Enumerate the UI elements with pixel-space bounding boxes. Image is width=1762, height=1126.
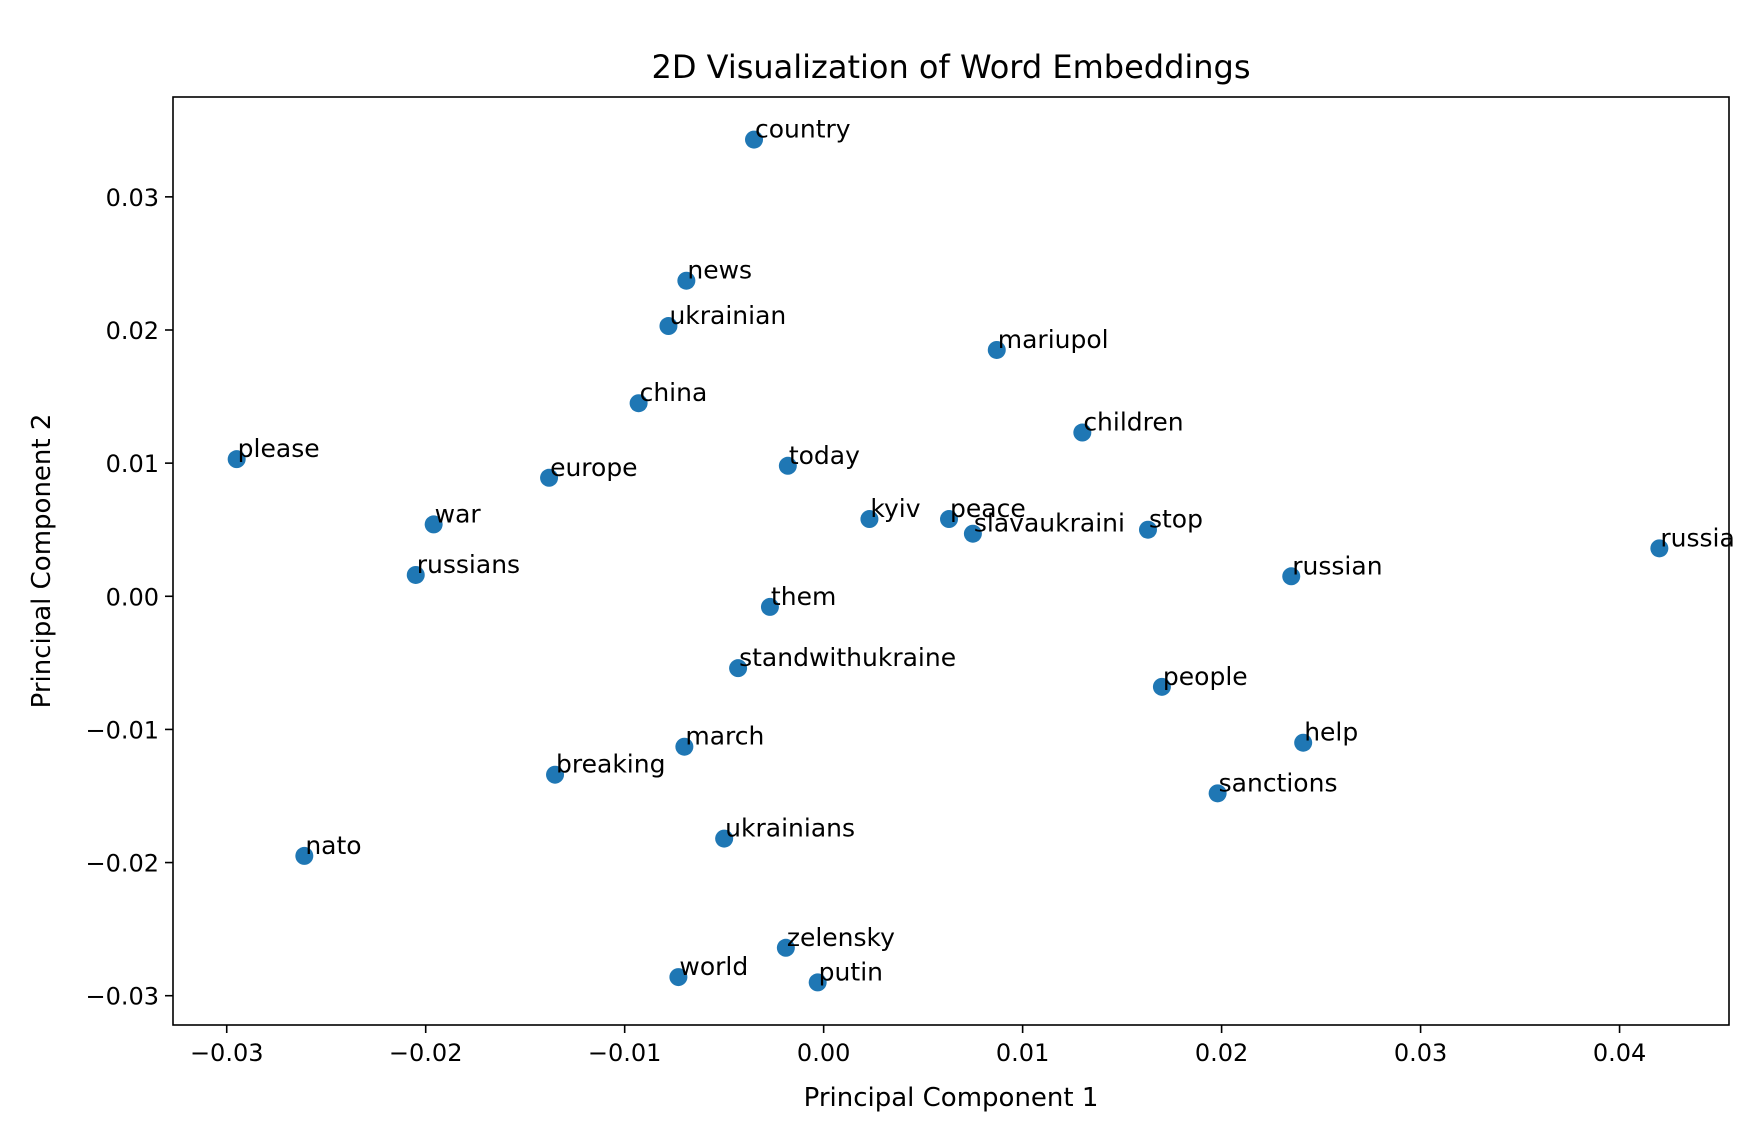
scatter-point xyxy=(987,340,1006,359)
scatter-point xyxy=(424,515,443,534)
point-label: nato xyxy=(305,831,361,860)
point-label: europe xyxy=(550,453,638,482)
point-label: sanctions xyxy=(1219,768,1338,797)
x-axis-label: Principal Component 1 xyxy=(804,1083,1099,1113)
x-tick-label: −0.03 xyxy=(190,1039,264,1067)
scatter-point xyxy=(715,829,734,848)
scatter-point xyxy=(406,565,425,584)
point-label: people xyxy=(1163,662,1248,691)
point-label: putin xyxy=(819,957,883,986)
point-label: news xyxy=(687,256,752,285)
scatter-point xyxy=(760,597,779,616)
scatter-point xyxy=(1073,423,1092,442)
point-label: help xyxy=(1304,718,1358,747)
point-label: them xyxy=(771,582,836,611)
scatter-point xyxy=(659,317,678,336)
plot-area-frame xyxy=(172,96,1730,1026)
x-tick-label: 0.03 xyxy=(1394,1039,1447,1067)
y-tick-label: −0.01 xyxy=(85,716,159,744)
scatter-point xyxy=(729,659,748,678)
scatter-point xyxy=(677,271,696,290)
scatter-point xyxy=(227,450,246,469)
point-label: china xyxy=(640,378,708,407)
scatter-point xyxy=(675,737,694,756)
x-tick-label: 0.02 xyxy=(1195,1039,1248,1067)
scatter-point xyxy=(778,456,797,475)
y-axis-ticks: −0.03 −0.02 −0.01 0.00 0.01 0.02 0.03 xyxy=(85,184,173,1011)
point-label: zelensky xyxy=(787,923,895,952)
point-label: country xyxy=(755,115,851,144)
point-label: world xyxy=(679,952,748,981)
scatter-point xyxy=(745,130,764,149)
scatter-point xyxy=(1650,539,1669,558)
scatter-point xyxy=(629,394,648,413)
y-axis-label: Principal Component 2 xyxy=(27,414,57,709)
point-label: breaking xyxy=(556,750,665,779)
point-label: kyiv xyxy=(870,494,920,523)
y-tick-label: 0.01 xyxy=(106,450,159,478)
y-tick-label: −0.03 xyxy=(85,983,159,1011)
scatter-point xyxy=(295,846,314,865)
point-label: war xyxy=(435,499,482,528)
point-label: slavaukraini xyxy=(974,509,1125,538)
scatter-point xyxy=(860,510,879,529)
point-label: standwithukraine xyxy=(739,643,956,672)
point-label: ukrainian xyxy=(669,301,786,330)
scatter-point xyxy=(540,468,559,487)
point-label: russian xyxy=(1292,551,1382,580)
x-axis-ticks: −0.03 −0.02 −0.01 0.00 0.01 0.02 0.03 0.04 xyxy=(190,1025,1646,1067)
point-label: peace xyxy=(950,494,1026,523)
point-labels-layer: country news ukrainian mariupol china childre… xyxy=(238,115,1735,987)
point-label: march xyxy=(685,722,764,751)
scatter-point xyxy=(1294,733,1313,752)
x-tick-label: 0.01 xyxy=(996,1039,1049,1067)
scatter-point xyxy=(669,968,688,987)
x-tick-label: 0.04 xyxy=(1593,1039,1646,1067)
point-label: mariupol xyxy=(998,325,1109,354)
y-tick-label: 0.00 xyxy=(106,583,159,611)
point-label: please xyxy=(238,434,320,463)
x-tick-label: −0.02 xyxy=(389,1039,463,1067)
point-label: russians xyxy=(417,550,520,579)
scatter-point xyxy=(940,510,959,529)
point-label: ukrainians xyxy=(725,814,855,843)
point-label: children xyxy=(1083,408,1183,437)
scatter-point xyxy=(963,524,982,543)
scatter-point xyxy=(546,765,565,784)
scatter-point xyxy=(776,938,795,957)
scatter-point xyxy=(1282,567,1301,586)
x-tick-label: −0.01 xyxy=(588,1039,662,1067)
points-layer xyxy=(227,130,1669,992)
chart-title: 2D Visualization of Word Embeddings xyxy=(651,48,1250,86)
scatter-point xyxy=(1138,520,1157,539)
scatter-point xyxy=(1152,677,1171,696)
x-tick-label: 0.00 xyxy=(797,1039,850,1067)
scatter-point xyxy=(808,973,827,992)
point-label: stop xyxy=(1149,505,1203,534)
y-tick-label: 0.03 xyxy=(106,184,159,212)
scatter-point xyxy=(1208,784,1227,803)
y-tick-label: −0.02 xyxy=(85,850,159,878)
y-tick-label: 0.02 xyxy=(106,317,159,345)
point-label: today xyxy=(789,441,860,470)
point-label: russia xyxy=(1660,523,1734,552)
